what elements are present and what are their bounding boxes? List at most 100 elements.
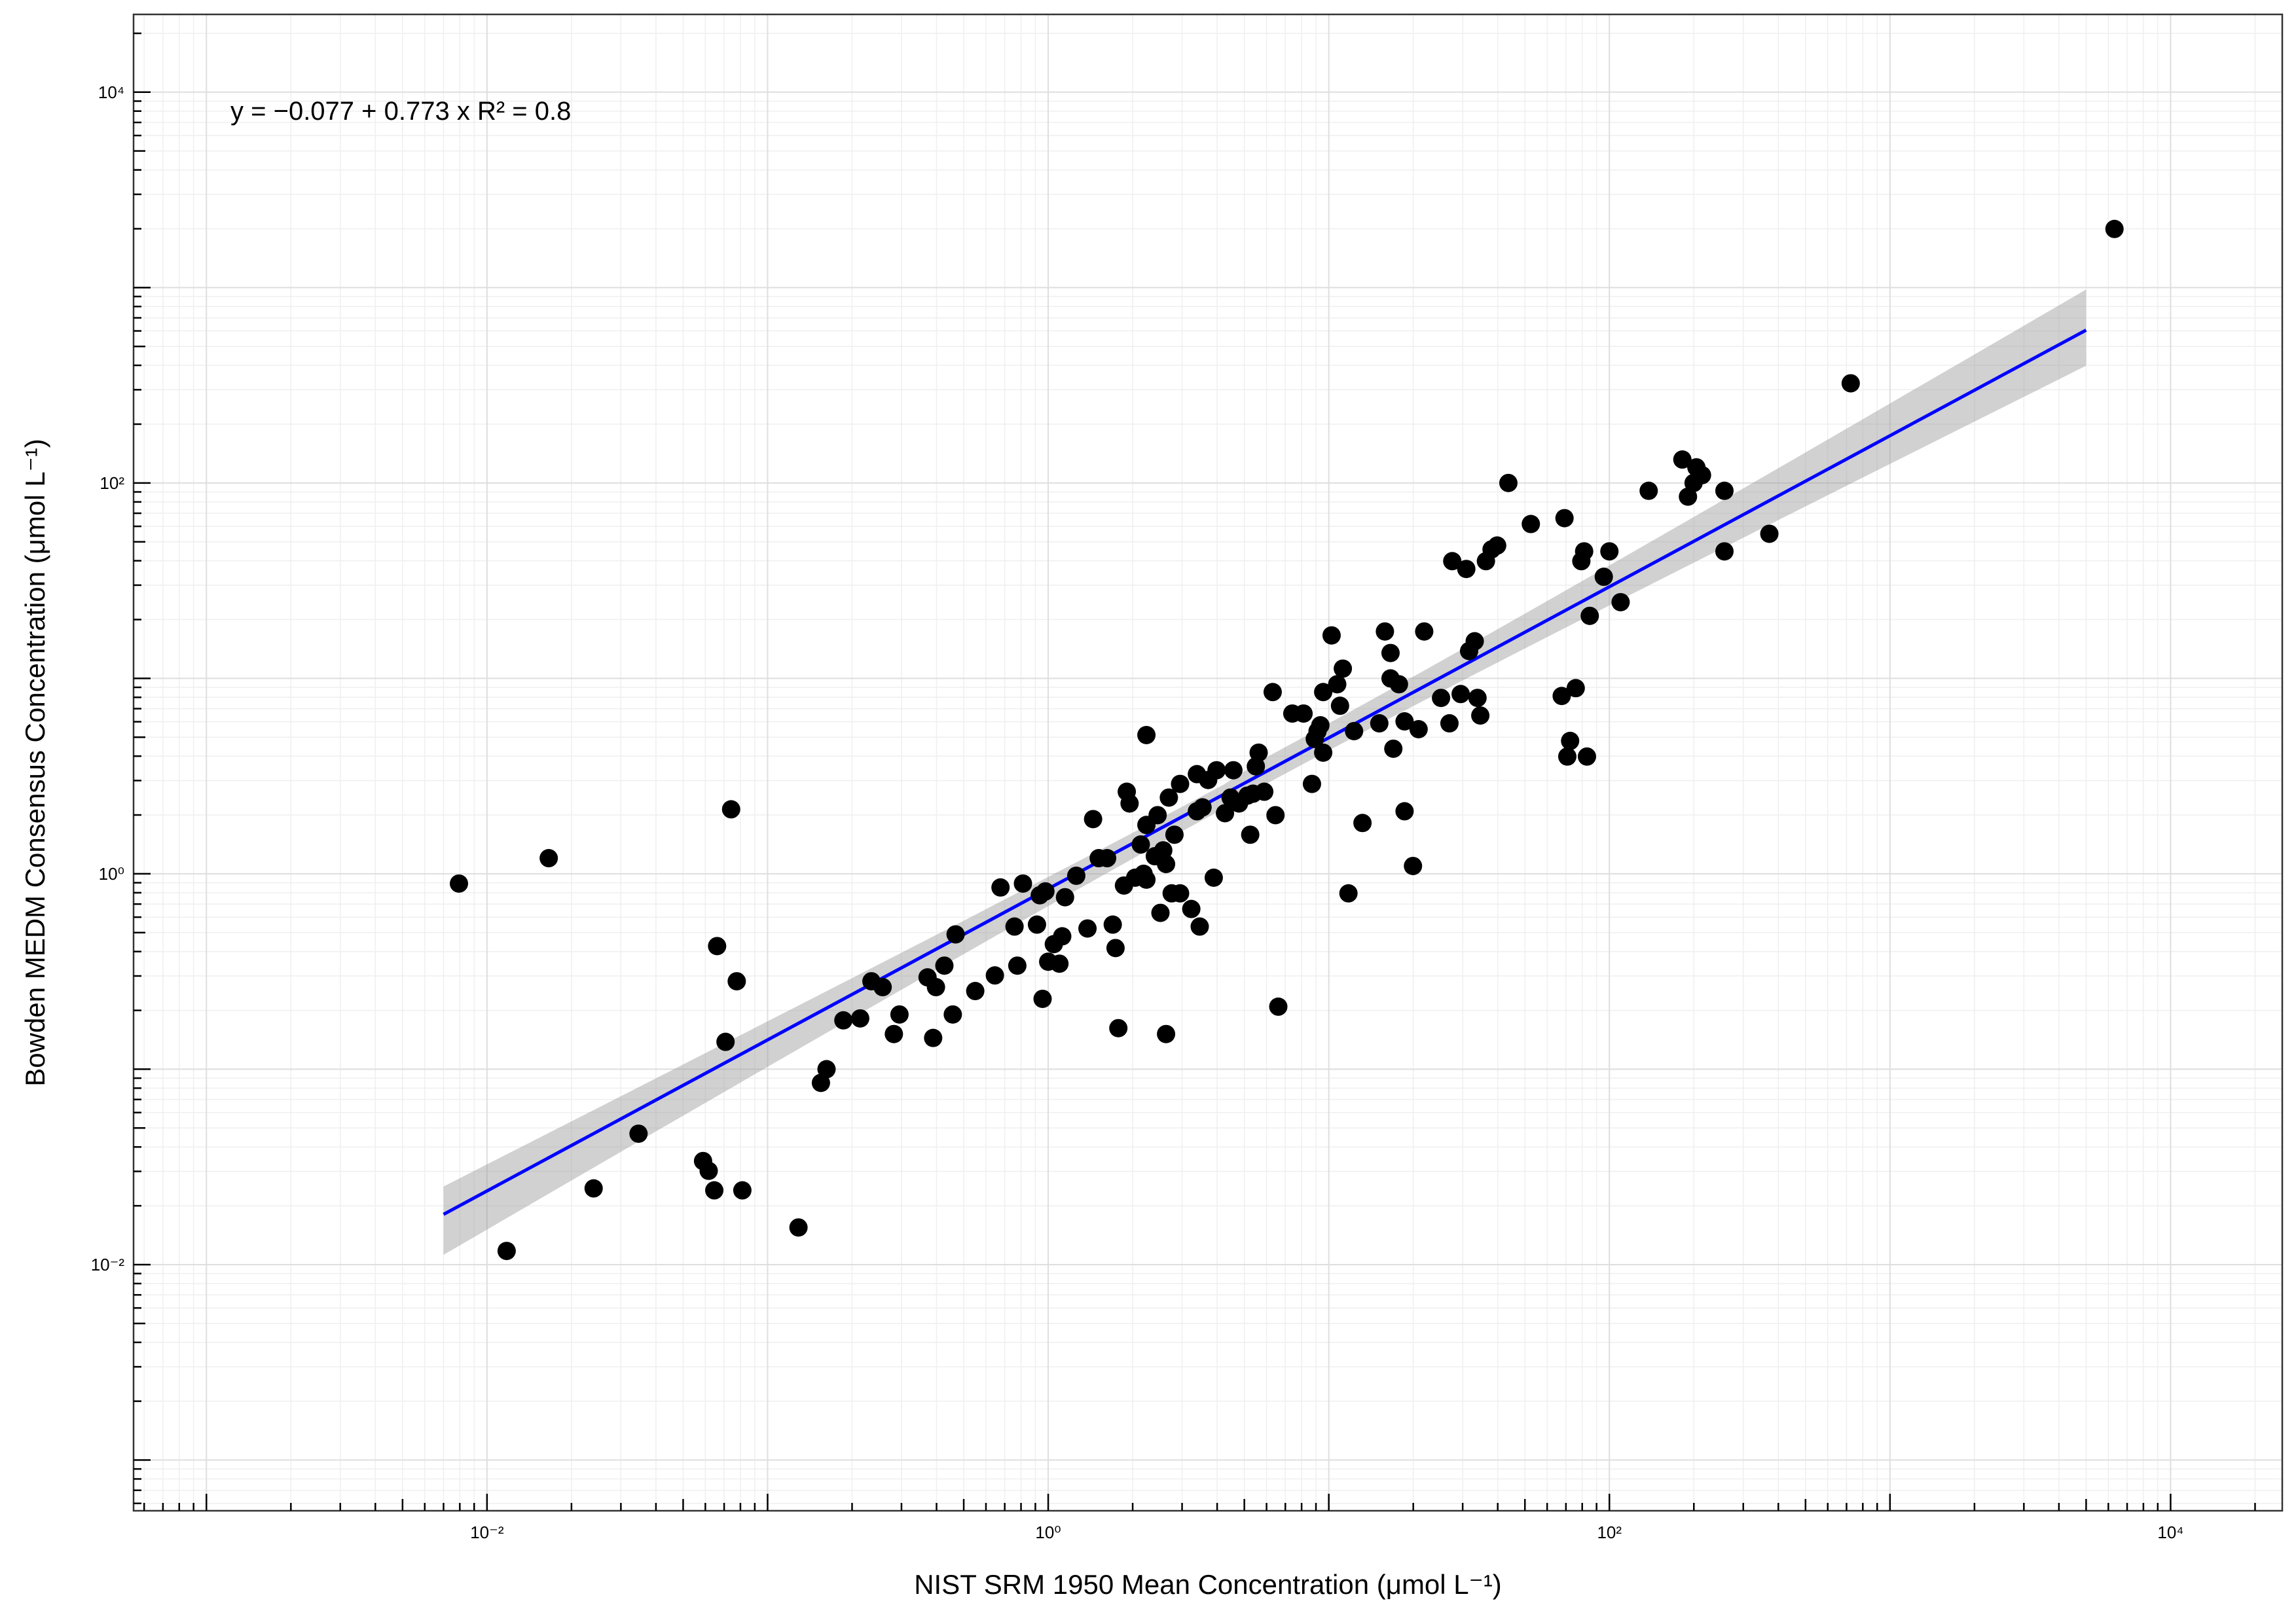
data-point [1395,802,1414,821]
data-point [1404,856,1423,875]
data-point [873,978,892,997]
data-point [1013,874,1032,893]
data-point [1050,954,1069,973]
data-point [1148,806,1167,825]
data-point [924,1028,943,1047]
data-point [1131,835,1150,854]
data-point [1255,782,1274,801]
data-point [1345,721,1364,740]
data-point [716,1032,735,1051]
data-point [1353,814,1372,833]
data-point [1207,761,1226,780]
fit-equation-annotation: y = −0.077 + 0.773 x R² = 0.8 [230,97,571,126]
data-point [1137,870,1156,889]
data-point [1078,919,1097,938]
x-tick-label: 10⁴ [2157,1523,2183,1542]
data-point [1715,481,1734,500]
data-point [1384,739,1403,758]
data-point [1328,675,1347,694]
data-point [497,1242,516,1261]
data-point [1555,509,1574,528]
data-point [1084,810,1102,829]
data-point [1159,788,1178,807]
data-point [1522,514,1540,533]
y-tick-label: 10⁻² [91,1255,125,1274]
data-point [1471,706,1490,725]
data-point [1008,956,1027,975]
data-point [1580,606,1599,625]
data-point [1389,675,1408,694]
data-point [584,1179,603,1198]
data-point [1594,568,1613,586]
data-point [1157,854,1176,873]
data-point [1151,903,1170,922]
data-point [1137,725,1156,744]
data-point [1266,806,1285,825]
minor-gridlines [134,14,2282,1511]
data-point [1575,542,1594,561]
data-point [1106,939,1125,958]
x-axis-title: NIST SRM 1950 Mean Concentration (μmol L… [914,1569,1502,1600]
data-point [1154,841,1173,860]
data-point [705,1181,724,1200]
data-point [1263,683,1282,702]
data-point [966,982,985,1001]
y-tick-label: 10⁴ [98,82,124,102]
data-point [1098,849,1117,868]
data-point [1224,761,1243,780]
data-point [1692,465,1711,484]
data-point [1566,679,1585,698]
data-point [1443,552,1462,571]
data-point [943,1005,962,1024]
data-point [1294,704,1313,723]
data-point [1120,794,1139,813]
x-tick-label: 10² [1597,1523,1622,1542]
major-gridlines [134,14,2282,1511]
data-point [1027,915,1046,934]
data-points-layer [450,219,2124,1261]
data-point [708,937,727,956]
data-point [1673,450,1692,469]
data-point [817,1060,836,1079]
data-point [1381,643,1400,662]
data-point [1611,592,1630,611]
data-point [1314,683,1333,702]
data-point [1269,997,1288,1016]
data-point [1639,481,1658,500]
data-point [890,1005,909,1024]
data-point [1457,560,1476,579]
data-point [1841,374,1860,393]
data-point [926,978,945,997]
data-point [789,1218,808,1237]
data-point [1487,536,1506,555]
data-point [1577,747,1596,766]
y-axis-title: Bowden MEDM Consensus Concentration (μmo… [20,439,50,1086]
data-point [1409,719,1428,738]
data-point [1204,868,1223,887]
data-point [1036,882,1055,901]
data-point [1055,888,1074,907]
data-point [1216,804,1235,823]
data-point [1314,743,1333,762]
data-point [1190,917,1209,936]
plot-panel-border [132,13,2284,1512]
data-point [1249,743,1268,762]
data-point [1302,774,1321,793]
data-point [1499,473,1518,492]
data-point [629,1124,648,1143]
data-point [1440,714,1459,733]
data-point [1558,747,1576,766]
data-point [1241,825,1260,844]
axis-ticks [134,32,2256,1511]
data-point [1165,825,1184,844]
data-point [1157,1024,1176,1043]
data-point [1339,884,1358,903]
data-point [1552,687,1571,706]
y-tick-label: 10² [100,473,124,493]
data-point [834,1011,853,1030]
data-point [2105,219,2124,238]
data-point [985,966,1004,985]
data-point [1005,917,1024,936]
x-tick-label: 10⁻² [470,1523,504,1542]
